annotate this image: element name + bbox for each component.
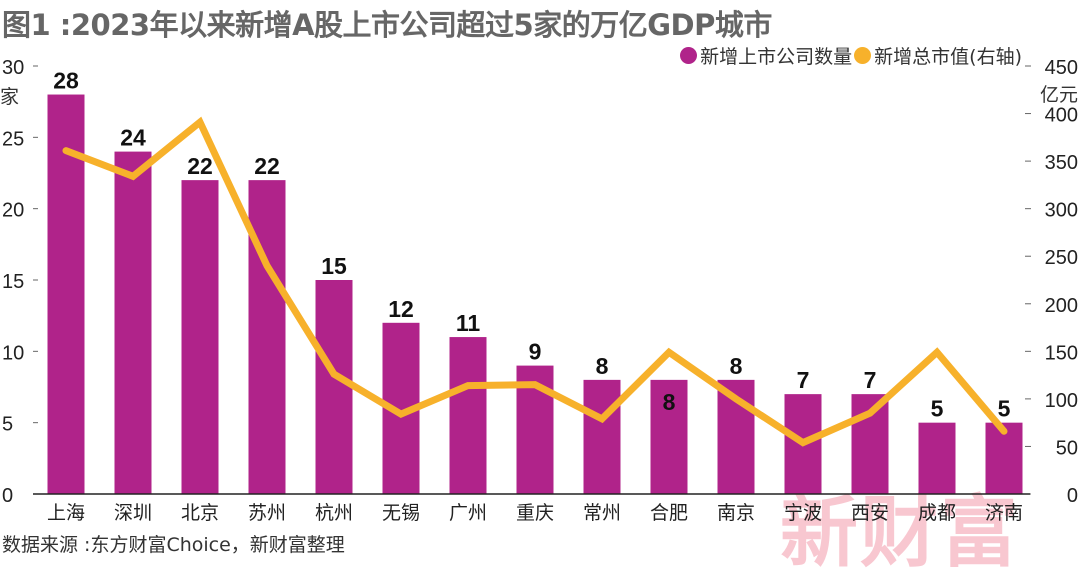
right-tick-label: 0	[1067, 485, 1078, 507]
category-label: 北京	[181, 502, 219, 524]
left-tick-label: 0	[2, 485, 13, 507]
bar-value-label: 8	[596, 353, 609, 379]
bar	[919, 423, 956, 494]
category-label: 常州	[583, 502, 621, 524]
left-tick-label: 15	[2, 271, 24, 293]
right-tick-label: 100	[1045, 390, 1078, 412]
bar-value-label: 24	[120, 125, 146, 151]
data-source: 数据来源 :东方财富Choice，新财富整理	[2, 530, 345, 557]
category-label: 深圳	[114, 502, 152, 524]
right-tick-label: 450	[1045, 57, 1078, 79]
category-label: 苏州	[248, 502, 286, 524]
bar-value-label: 15	[321, 253, 347, 279]
bar	[115, 152, 152, 494]
bar-value-label: 22	[187, 153, 213, 179]
category-label: 重庆	[516, 502, 554, 524]
category-label: 杭州	[315, 502, 353, 524]
category-label: 合肥	[650, 502, 688, 524]
bar-value-label: 22	[254, 153, 280, 179]
bar-value-label: 8	[730, 353, 743, 379]
category-label: 无锡	[382, 502, 420, 524]
category-label: 南京	[717, 502, 755, 524]
right-tick-label: 400	[1045, 105, 1078, 127]
bar	[249, 180, 286, 494]
bar	[584, 380, 621, 494]
right-tick-label: 300	[1045, 200, 1078, 222]
right-tick-label: 150	[1045, 342, 1078, 364]
bar-value-label: 8	[663, 389, 676, 415]
bar	[316, 280, 353, 494]
left-tick-label: 20	[2, 200, 24, 222]
bar-value-label: 7	[864, 367, 877, 393]
category-label: 济南	[985, 502, 1023, 524]
bar-value-label: 5	[931, 396, 944, 422]
left-tick-label: 30	[2, 57, 24, 79]
right-tick-label: 200	[1045, 295, 1078, 317]
bar-value-label: 12	[388, 296, 414, 322]
category-label: 宁波	[784, 502, 822, 524]
category-label: 西安	[851, 502, 889, 524]
category-label: 成都	[918, 502, 956, 524]
category-label: 广州	[449, 502, 487, 524]
bar-value-label: 7	[797, 367, 810, 393]
left-tick-label: 25	[2, 128, 24, 150]
left-tick-label: 5	[2, 414, 13, 436]
right-tick-label: 350	[1045, 152, 1078, 174]
right-tick-label: 250	[1045, 247, 1078, 269]
bar-value-label: 5	[998, 396, 1011, 422]
category-label: 上海	[47, 502, 85, 524]
bar	[450, 337, 487, 494]
bar	[182, 180, 219, 494]
bar-value-label: 9	[529, 339, 542, 365]
bar-value-label: 11	[456, 310, 481, 336]
right-tick-label: 50	[1056, 437, 1078, 459]
chart: 0510152025300501001502002503003504004502…	[0, 0, 1080, 557]
left-tick-label: 10	[2, 342, 24, 364]
bar-value-label: 28	[53, 68, 79, 94]
